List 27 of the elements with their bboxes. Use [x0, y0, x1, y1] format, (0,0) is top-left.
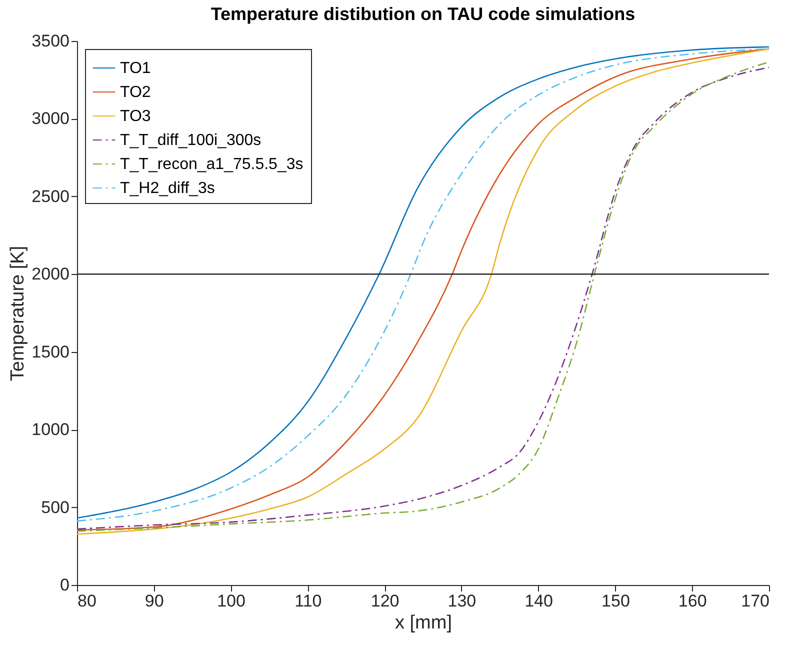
- y-tick-label: 1000: [32, 420, 70, 440]
- y-axis-title: Temperature [K]: [8, 246, 29, 382]
- legend-label: TO2: [120, 84, 151, 101]
- legend-label: TO1: [120, 60, 151, 77]
- y-tick-label: 2500: [32, 186, 70, 206]
- legend-label: T_H2_diff_3s: [120, 180, 215, 197]
- y-tick-label: 1500: [32, 342, 70, 362]
- y-tick-label: 3500: [32, 32, 70, 50]
- legend-label: TO3: [120, 108, 151, 125]
- x-tick-label: 150: [602, 592, 630, 610]
- x-tick-label: 100: [217, 592, 246, 610]
- y-tick-label: 500: [41, 498, 70, 517]
- y-tick-label: 3000: [32, 109, 70, 128]
- x-tick-label: 110: [294, 592, 322, 610]
- x-tick-label: 130: [448, 592, 476, 610]
- x-axis-title: x [mm]: [395, 612, 452, 634]
- legend-label: T_T_diff_100i_300s: [120, 132, 262, 149]
- legend-label: T_T_recon_a1_75.5.5_3s: [120, 156, 304, 173]
- y-tick-label: 2000: [32, 264, 70, 284]
- y-tick-label: 0: [60, 576, 70, 594]
- x-tick-label: 80: [78, 592, 96, 610]
- x-tick-label: 140: [524, 592, 554, 610]
- chart-title: Temperature distibution on TAU code simulations: [210, 4, 636, 24]
- x-tick-label: 90: [144, 592, 164, 610]
- x-tick-label: 170: [741, 592, 770, 610]
- x-tick-label: 120: [370, 592, 400, 610]
- x-tick-label: 160: [678, 592, 707, 610]
